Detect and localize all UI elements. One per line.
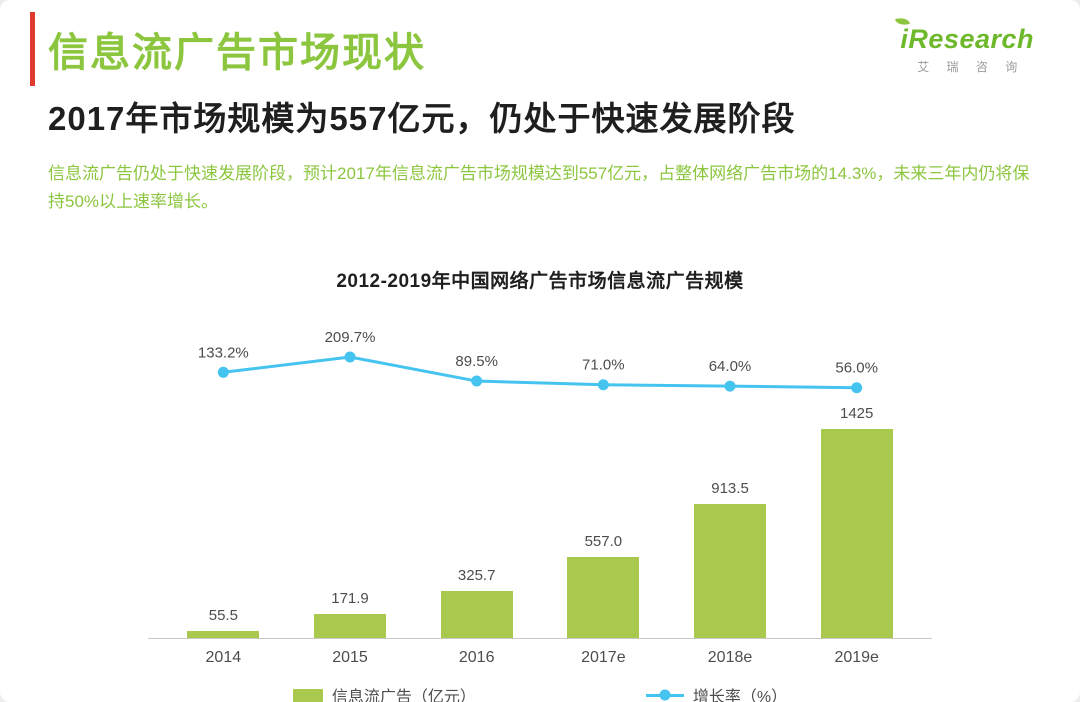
logo-text: iResearch: [900, 24, 1034, 54]
bar-value-label: 557.0: [584, 533, 623, 551]
bar: [440, 591, 513, 640]
legend-label: 信息流广告（亿元）: [331, 689, 476, 702]
x-axis-label: 2019e: [834, 649, 879, 667]
bar: [567, 557, 640, 640]
bar-column: 325.7: [413, 309, 540, 640]
bar-value-label: 55.5: [208, 606, 238, 624]
page-subtitle: 2017年市场规模为557亿元，仍处于快速发展阶段: [48, 100, 796, 137]
bar: [314, 613, 386, 640]
bar: [187, 630, 260, 640]
bar: [694, 504, 767, 640]
x-axis-label: 2016: [458, 649, 495, 667]
bar-column: 1425: [793, 309, 920, 640]
bar-column: 55.5: [160, 309, 287, 640]
plot-area: 133.2% 209.7% 89.5% 71.0% 64.0% 56.0% 55.5 171…: [148, 309, 932, 640]
bar-legend-swatch: [292, 688, 323, 702]
x-axis-line: [148, 638, 932, 640]
x-axis-label: 2014: [205, 649, 242, 667]
red-accent-bar: [30, 12, 35, 86]
iresearch-logo: iResearch 艾 瑞 咨 询: [895, 15, 1040, 75]
legend-label: 增长率（%）: [692, 689, 788, 702]
bar-value-label: 1425: [840, 405, 874, 423]
chart: 2012-2019年中国网络广告市场信息流广告规模 133.2% 209.7% 89…: [0, 266, 1080, 702]
x-axis-label: 2015: [332, 649, 368, 667]
legend-dot: [659, 689, 671, 701]
bar-value-label: 913.5: [711, 480, 749, 498]
chart-title: 2012-2019年中国网络广告市场信息流广告规模: [336, 271, 744, 293]
page-header: 信息流广告市场现状 iResearch 艾 瑞 咨 询: [0, 0, 1080, 78]
logo-subtext: 艾 瑞 咨 询: [917, 60, 1025, 74]
legend-item: 信息流广告（亿元）: [292, 683, 476, 702]
legend-item: 增长率（%）: [645, 683, 788, 702]
bar-column: 557.0: [540, 309, 667, 640]
chart-legend: 信息流广告（亿元） 增长率（%）: [0, 683, 1080, 702]
x-axis-label: 2018e: [707, 649, 753, 667]
bar: [820, 429, 893, 640]
description-paragraph: 信息流广告仍处于快速发展阶段，预计2017年信息流广告市场规模达到557亿元，占…: [48, 164, 1030, 212]
bars-layer: 55.5 171.9 325.7 557.0 913.5 1425: [160, 309, 920, 640]
bar-value-label: 325.7: [457, 567, 496, 585]
bar-column: 171.9: [287, 309, 414, 640]
x-axis-label: 2017e: [581, 649, 626, 667]
x-axis-labels: 2014 2015 2016 2017e 2018e 2019e: [160, 639, 920, 667]
bar-column: 913.5: [667, 309, 794, 640]
line-legend-swatch: [645, 689, 684, 702]
bar-value-label: 171.9: [331, 589, 369, 607]
logo-wordmark: iResearch: [895, 15, 1034, 55]
page-title: 信息流广告市场现状: [48, 31, 426, 75]
